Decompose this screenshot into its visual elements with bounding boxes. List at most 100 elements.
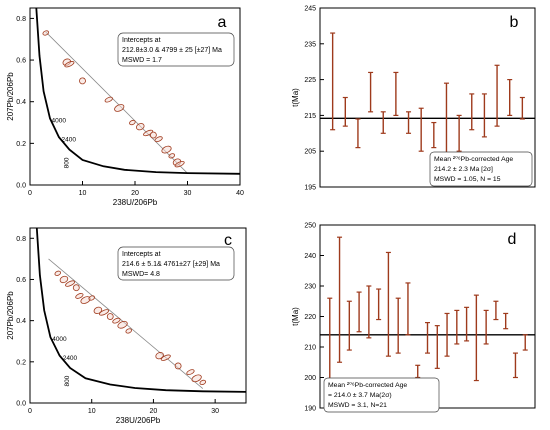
data-ellipse — [125, 328, 132, 334]
x-tick-label: 10 — [79, 190, 87, 197]
y-tick-label: 0.2 — [16, 359, 26, 366]
x-tick-label: 20 — [150, 408, 158, 415]
y-tick-label: 235 — [304, 41, 316, 48]
annotation-line: MSWD = 3.1, N=21 — [328, 402, 387, 409]
x-tick-label: 40 — [236, 190, 244, 197]
x-axis-label: 238U/206Pb — [113, 198, 158, 207]
panel-c: 0 10 20 30 0.0 0.2 0.4 0.6 0.8 238U/206Pb 207Pb/20… — [6, 227, 247, 425]
x-tick-label: 30 — [184, 190, 192, 197]
data-ellipse — [161, 145, 172, 154]
y-tick-label: 245 — [304, 6, 316, 13]
panel-b: 195 205 215 225 235 245 t(Ma) Mean ²⁰⁶Pb-correc… — [291, 6, 536, 192]
panel-a: 0 10 20 30 40 0.0 0.2 0.4 0.6 0.8 238U/206Pb 207Pb/… — [6, 7, 244, 207]
annotation-box — [117, 32, 235, 67]
y-tick-label: 225 — [304, 77, 316, 84]
data-ellipse — [64, 61, 75, 68]
y-tick-label: 0.8 — [16, 16, 26, 23]
y-tick-label: 205 — [304, 149, 316, 156]
data-ellipse — [160, 354, 171, 361]
x-tick-label: 30 — [211, 408, 219, 415]
panel-d: 190 200 210 220 230 240 250 t(Ma) Mean ²⁰⁶Pb-cor… — [291, 223, 536, 413]
data-ellipse — [186, 369, 195, 375]
data-ellipse — [136, 123, 145, 131]
y-axis-label: 207Pb/206Pb — [6, 72, 15, 121]
concordia-curve — [35, 227, 247, 393]
y-tick-label: 240 — [304, 253, 316, 260]
y-tick-label: 0.8 — [16, 236, 26, 243]
concordia-age-label: 800 — [64, 375, 71, 386]
y-tick-label: 0.6 — [16, 58, 26, 65]
y-tick-label: 220 — [304, 314, 316, 321]
data-ellipse — [114, 104, 125, 112]
data-ellipse — [75, 293, 84, 299]
y-tick-label: 210 — [304, 345, 316, 352]
concordia-age-label: 4000 — [52, 336, 67, 343]
annotation-box — [429, 151, 533, 187]
x-tick-label: 0 — [28, 190, 32, 197]
concordia-age-label: 2400 — [62, 136, 77, 143]
panel-letter: c — [224, 232, 232, 249]
annotation-box — [117, 246, 235, 281]
plot-frame — [319, 7, 536, 188]
y-tick-label: 250 — [304, 223, 316, 230]
annotation-line: MSWD = 1.7 — [122, 57, 162, 64]
data-ellipse — [149, 131, 157, 139]
data-ellipse — [174, 160, 185, 168]
plot-frame — [29, 227, 247, 404]
annotation-line: 214.6 ± 5.1& 4761±27 [±29] Ma — [122, 261, 220, 268]
y-axis-label: t(Ma) — [291, 307, 300, 326]
data-ellipse — [191, 374, 202, 383]
panel-letter: a — [218, 14, 227, 31]
y-tick-label: 0.0 — [16, 183, 26, 190]
data-ellipse — [199, 379, 207, 386]
data-ellipse — [129, 119, 136, 126]
concordia-age-label: 800 — [63, 157, 70, 168]
data-ellipse — [104, 96, 113, 103]
y-tick-label: 200 — [304, 375, 316, 382]
data-ellipse — [72, 284, 80, 292]
annotation-line: MSWD = 1.05, N = 15 — [434, 176, 501, 183]
annotation-line: Intercepts at — [122, 251, 161, 258]
x-tick-label: 0 — [28, 408, 32, 415]
annotation-line: 212.8±3.0 & 4799 ± 25 [±27] Ma — [122, 47, 222, 54]
data-ellipse — [117, 320, 128, 329]
concordia-curve — [35, 7, 241, 175]
annotation-box — [323, 377, 440, 413]
data-ellipse — [42, 30, 49, 36]
y-tick-label: 0.0 — [16, 401, 26, 408]
y-tick-label: 195 — [304, 185, 316, 192]
data-ellipse — [88, 295, 95, 301]
y-tick-label: 0.4 — [16, 99, 26, 106]
annotation-line: Mean ²⁰⁶Pb-corrected Age — [328, 382, 407, 389]
data-ellipse — [168, 153, 175, 159]
y-tick-label: 0.2 — [16, 141, 26, 148]
annotation-line: 214.2 ± 2.3 Ma [2σ] — [434, 166, 493, 173]
data-ellipse — [143, 129, 154, 137]
data-ellipse — [154, 136, 163, 143]
y-tick-label: 0.6 — [16, 277, 26, 284]
y-axis-label: 207Pb/206Pb — [6, 291, 15, 340]
x-tick-label: 10 — [88, 408, 96, 415]
concordia-age-label: 4000 — [52, 118, 67, 125]
y-tick-label: 230 — [304, 284, 316, 291]
y-tick-label: 0.4 — [16, 318, 26, 325]
data-ellipse — [174, 362, 182, 370]
x-axis-label: 238U/206Pb — [116, 416, 161, 425]
data-ellipse — [54, 270, 62, 276]
y-tick-label: 190 — [304, 406, 316, 413]
data-ellipse — [99, 309, 110, 316]
panel-letter: b — [510, 14, 519, 31]
data-ellipse — [106, 313, 114, 320]
x-tick-label: 20 — [131, 190, 139, 197]
y-axis-label: t(Ma) — [291, 88, 300, 107]
y-tick-label: 215 — [304, 113, 316, 120]
concordia-age-label: 2400 — [63, 355, 78, 362]
annotation-line: Mean ²⁰⁶Pb-corrected Age — [434, 156, 513, 163]
annotation-line: MSWD= 4.8 — [122, 271, 160, 278]
data-ellipse — [93, 306, 103, 314]
annotation-line: = 214.0 ± 3.7 Ma(2σ) — [328, 392, 392, 399]
data-ellipse — [79, 77, 86, 85]
data-ellipse — [112, 317, 121, 324]
annotation-line: Intercepts at — [122, 37, 161, 44]
